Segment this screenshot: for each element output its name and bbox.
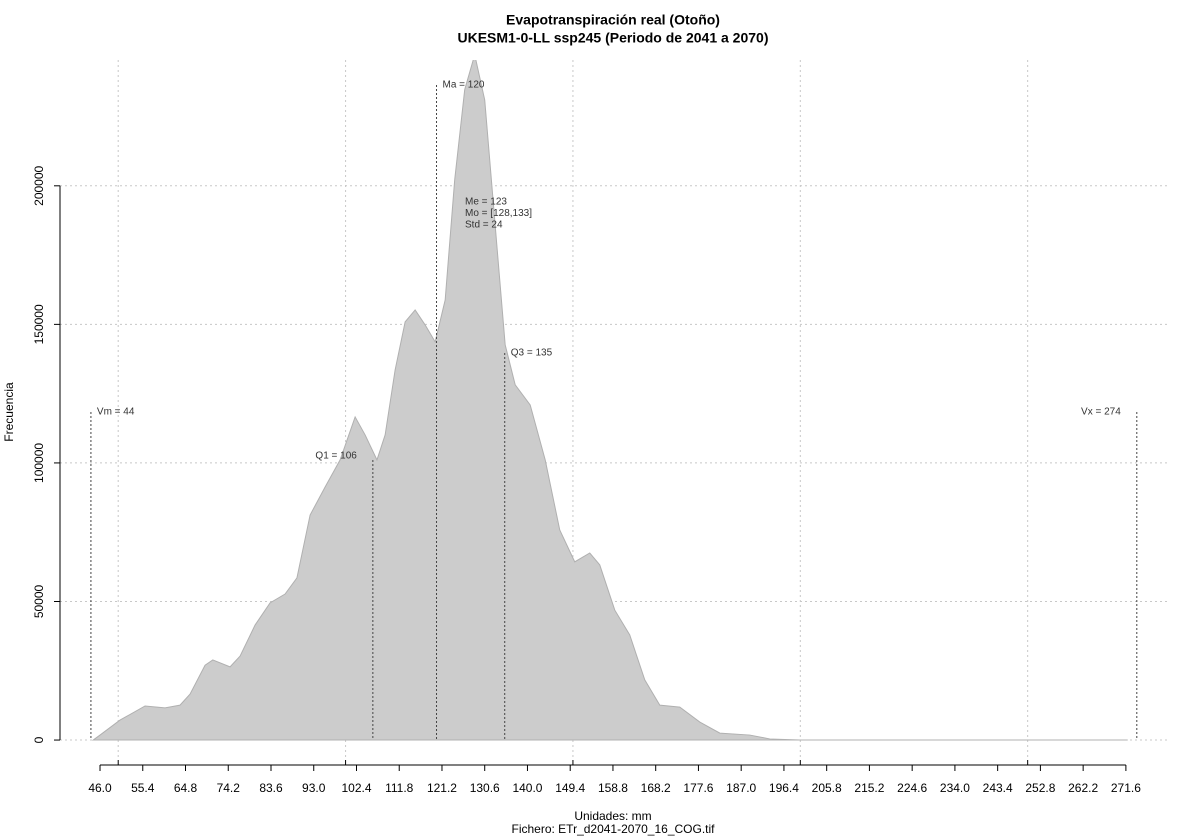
y-tick-label: 150000 (32, 304, 46, 344)
x-tick-label: 83.6 (259, 781, 283, 795)
caption: Fichero: ETr_d2041-2070_16_COG.tif (512, 822, 716, 836)
stat-label: Mo = [128,133] (465, 208, 532, 219)
marker-label: Q1 = 106 (315, 451, 357, 462)
x-tick-label: 234.0 (940, 781, 970, 795)
x-axis-label: Unidades: mm (574, 809, 651, 823)
plot-area (91, 60, 1128, 741)
x-tick-label: 64.8 (174, 781, 198, 795)
x-tick-label: 140.0 (512, 781, 542, 795)
marker-label: Q3 = 135 (511, 348, 553, 359)
x-tick-label: 102.4 (341, 781, 371, 795)
x-tick-label: 196.4 (769, 781, 799, 795)
stat-label: Std = 24 (465, 220, 503, 231)
x-tick-label: 130.6 (470, 781, 500, 795)
x-tick-label: 74.2 (217, 781, 241, 795)
density-area (91, 60, 1128, 741)
x-tick-label: 55.4 (131, 781, 155, 795)
chart-title: Evapotranspiración real (Otoño) (506, 12, 720, 28)
y-tick-label: 50000 (32, 584, 46, 618)
x-tick-label: 243.4 (983, 781, 1013, 795)
x-tick-label: 205.8 (812, 781, 842, 795)
x-tick-label: 262.2 (1068, 781, 1098, 795)
x-tick-label: 46.0 (88, 781, 112, 795)
x-tick-label: 121.2 (427, 781, 457, 795)
x-tick-label: 215.2 (854, 781, 884, 795)
y-tick-label: 0 (32, 736, 46, 743)
x-tick-label: 158.8 (598, 781, 628, 795)
y-tick-label: 100000 (32, 443, 46, 483)
x-tick-label: 271.6 (1111, 781, 1141, 795)
marker-label: Vm = 44 (97, 407, 135, 418)
x-tick-label: 187.0 (726, 781, 756, 795)
x-tick-label: 177.6 (683, 781, 713, 795)
x-tick-label: 168.2 (641, 781, 671, 795)
marker-label: Ma = 120 (443, 80, 485, 91)
marker-label: Vx = 274 (1081, 407, 1121, 418)
x-tick-label: 224.6 (897, 781, 927, 795)
y-axis-label: Frecuencia (2, 382, 16, 442)
x-tick-label: 149.4 (555, 781, 585, 795)
x-tick-label: 111.8 (385, 781, 414, 795)
chart-subtitle: UKESM1-0-LL ssp245 (Periodo de 2041 a 20… (458, 30, 769, 46)
y-tick-label: 200000 (32, 165, 46, 205)
stat-label: Me = 123 (465, 197, 507, 208)
x-tick-label: 93.0 (302, 781, 326, 795)
x-tick-label: 252.8 (1025, 781, 1055, 795)
